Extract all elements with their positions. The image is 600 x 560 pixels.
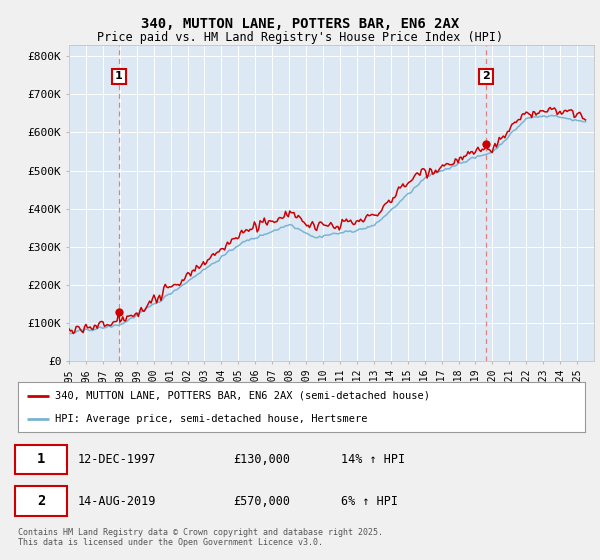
FancyBboxPatch shape xyxy=(15,445,67,474)
Text: Price paid vs. HM Land Registry's House Price Index (HPI): Price paid vs. HM Land Registry's House … xyxy=(97,31,503,44)
Text: 340, MUTTON LANE, POTTERS BAR, EN6 2AX (semi-detached house): 340, MUTTON LANE, POTTERS BAR, EN6 2AX (… xyxy=(55,390,430,400)
Text: 2: 2 xyxy=(37,494,46,508)
Text: 14% ↑ HPI: 14% ↑ HPI xyxy=(341,453,406,466)
Text: HPI: Average price, semi-detached house, Hertsmere: HPI: Average price, semi-detached house,… xyxy=(55,414,367,424)
Text: 340, MUTTON LANE, POTTERS BAR, EN6 2AX: 340, MUTTON LANE, POTTERS BAR, EN6 2AX xyxy=(141,17,459,31)
Text: 14-AUG-2019: 14-AUG-2019 xyxy=(77,494,156,507)
Text: £570,000: £570,000 xyxy=(233,494,290,507)
FancyBboxPatch shape xyxy=(15,486,67,516)
Text: Contains HM Land Registry data © Crown copyright and database right 2025.
This d: Contains HM Land Registry data © Crown c… xyxy=(18,528,383,547)
Text: 1: 1 xyxy=(37,452,46,466)
Text: £130,000: £130,000 xyxy=(233,453,290,466)
Text: 1: 1 xyxy=(115,72,123,81)
Text: 6% ↑ HPI: 6% ↑ HPI xyxy=(341,494,398,507)
Text: 12-DEC-1997: 12-DEC-1997 xyxy=(77,453,156,466)
Text: 2: 2 xyxy=(482,72,490,81)
